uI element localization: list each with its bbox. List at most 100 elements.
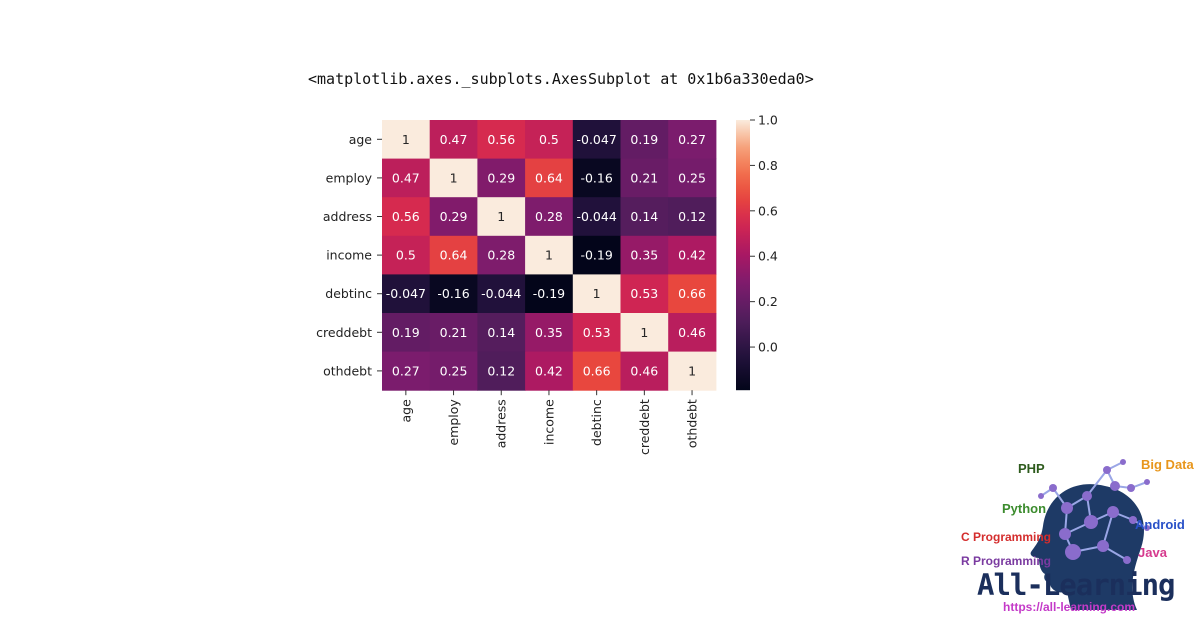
heatmap-cell-employ-address xyxy=(477,158,526,198)
heatmap-cell-label-othdebt-income: 0.42 xyxy=(535,363,563,378)
heatmap-cell-label-income-debtinc: -0.19 xyxy=(580,248,612,263)
heatmap-cell-label-debtinc-age: -0.047 xyxy=(386,286,426,301)
heatmap-cell-label-income-income: 1 xyxy=(545,248,553,263)
heatmap-cell-label-debtinc-debtinc: 1 xyxy=(593,286,601,301)
heatmap-cell-address-debtinc xyxy=(572,197,621,237)
logo-topic-php: PHP xyxy=(1018,461,1045,476)
heatmap-cell-address-othdebt xyxy=(668,197,717,237)
heatmap-cell-label-age-debtinc: -0.047 xyxy=(577,132,617,147)
logo-topic-big-data: Big Data xyxy=(1141,457,1194,472)
head-network-icon xyxy=(1030,459,1150,610)
heatmap-cell-creddebt-income xyxy=(525,313,574,353)
heatmap-cell-label-othdebt-debtinc: 0.66 xyxy=(583,363,611,378)
heatmap-cell-creddebt-othdebt xyxy=(668,313,717,353)
heatmap-cell-debtinc-age xyxy=(382,274,431,314)
heatmap-cell-label-creddebt-debtinc: 0.53 xyxy=(583,325,611,340)
heatmap-cell-label-income-othdebt: 0.42 xyxy=(678,248,706,263)
heatmap-cell-creddebt-creddebt xyxy=(620,313,669,353)
heatmap-cell-label-address-employ: 0.29 xyxy=(440,209,468,224)
heatmap-cell-label-othdebt-address: 0.12 xyxy=(487,363,515,378)
heatmap-cell-label-address-othdebt: 0.12 xyxy=(678,209,706,224)
heatmap-cell-label-address-income: 0.28 xyxy=(535,209,563,224)
heatmap-cell-label-othdebt-employ: 0.25 xyxy=(440,363,468,378)
heatmap-cell-label-age-creddebt: 0.19 xyxy=(630,132,658,147)
colorbar-tick-label-5: 0.0 xyxy=(758,340,778,355)
heatmap-cell-creddebt-debtinc xyxy=(572,313,621,353)
heatmap-cell-othdebt-debtinc xyxy=(572,351,621,391)
heatmap-cell-label-age-othdebt: 0.27 xyxy=(678,132,706,147)
heatmap-cell-label-creddebt-income: 0.35 xyxy=(535,325,563,340)
heatmap-cell-income-debtinc xyxy=(572,235,621,275)
heatmap-cell-othdebt-creddebt xyxy=(620,351,669,391)
heatmap-cell-address-income xyxy=(525,197,574,237)
logo-topic-r-programming: R Programming xyxy=(961,554,1052,568)
heatmap-cell-label-age-age: 1 xyxy=(402,132,410,147)
logo-brand-name: All-Learning xyxy=(977,568,1176,602)
heatmap-cell-debtinc-income xyxy=(525,274,574,314)
heatmap-cell-employ-creddebt xyxy=(620,158,669,198)
output-repr-text: <matplotlib.axes._subplots.AxesSubplot a… xyxy=(308,70,814,88)
heatmap-cell-label-debtinc-address: -0.044 xyxy=(481,286,521,301)
x-tick-label-income: income xyxy=(541,399,556,445)
colorbar-tick-label-1: 0.8 xyxy=(758,158,778,173)
x-tick-label-othdebt: othdebt xyxy=(685,399,700,448)
heatmap-cell-label-debtinc-creddebt: 0.53 xyxy=(630,286,658,301)
heatmap-cell-label-othdebt-othdebt: 1 xyxy=(688,363,696,378)
heatmap-cell-address-creddebt xyxy=(620,197,669,237)
heatmap-cell-debtinc-debtinc xyxy=(572,274,621,314)
heatmap-cell-income-address xyxy=(477,235,526,275)
colorbar-tick-label-2: 0.6 xyxy=(758,203,778,218)
y-tick-label-employ: employ xyxy=(326,170,373,185)
heatmap-cell-label-income-creddebt: 0.35 xyxy=(630,248,658,263)
heatmap-cell-label-creddebt-address: 0.14 xyxy=(487,325,515,340)
heatmap-cell-employ-othdebt xyxy=(668,158,717,198)
heatmap-cell-label-othdebt-age: 0.27 xyxy=(392,363,420,378)
heatmap-cell-label-employ-debtinc: -0.16 xyxy=(580,170,612,185)
heatmap-cell-label-income-employ: 0.64 xyxy=(440,248,468,263)
heatmap-cell-age-income xyxy=(525,120,574,160)
heatmap-cell-age-creddebt xyxy=(620,120,669,160)
heatmap-cell-label-debtinc-income: -0.19 xyxy=(533,286,565,301)
y-tick-label-income: income xyxy=(326,248,372,263)
heatmap-cell-label-creddebt-othdebt: 0.46 xyxy=(678,325,706,340)
heatmap-cell-othdebt-othdebt xyxy=(668,351,717,391)
y-tick-label-debtinc: debtinc xyxy=(325,286,372,301)
heatmap-cell-employ-employ xyxy=(429,158,478,198)
heatmap-cell-debtinc-address xyxy=(477,274,526,314)
heatmap-cell-label-employ-age: 0.47 xyxy=(392,170,420,185)
heatmap-cell-label-address-debtinc: -0.044 xyxy=(577,209,617,224)
heatmap-cell-address-employ xyxy=(429,197,478,237)
all-learning-logo: PHP Big Data Python Android C Programmin… xyxy=(955,448,1195,620)
heatmap-cell-label-age-address: 0.56 xyxy=(487,132,515,147)
y-tick-label-address: address xyxy=(323,209,372,224)
heatmap-cell-label-age-employ: 0.47 xyxy=(440,132,468,147)
heatmap-cell-label-creddebt-age: 0.19 xyxy=(392,325,420,340)
heatmap-cell-age-address xyxy=(477,120,526,160)
logo-topic-c-programming: C Programming xyxy=(961,530,1052,544)
heatmap-cell-income-creddebt xyxy=(620,235,669,275)
heatmap-cell-label-address-age: 0.56 xyxy=(392,209,420,224)
logo-topic-java: Java xyxy=(1138,545,1167,560)
heatmap-cell-creddebt-employ xyxy=(429,313,478,353)
colorbar-tick-label-3: 0.4 xyxy=(758,249,778,264)
x-tick-label-creddebt: creddebt xyxy=(637,399,652,455)
y-tick-label-othdebt: othdebt xyxy=(323,363,372,378)
heatmap-cell-creddebt-address xyxy=(477,313,526,353)
heatmap-cell-label-employ-othdebt: 0.25 xyxy=(678,170,706,185)
logo-topic-android: Android xyxy=(1135,517,1185,532)
colorbar-tick-label-4: 0.2 xyxy=(758,294,778,309)
x-tick-label-employ: employ xyxy=(446,399,461,446)
colorbar xyxy=(736,120,750,391)
heatmap-cell-income-employ xyxy=(429,235,478,275)
y-tick-label-age: age xyxy=(349,132,373,147)
heatmap-cell-label-employ-income: 0.64 xyxy=(535,170,563,185)
heatmap-cell-debtinc-creddebt xyxy=(620,274,669,314)
x-tick-label-age: age xyxy=(398,399,413,423)
heatmap-cell-address-address xyxy=(477,197,526,237)
colorbar-tick-label-0: 1.0 xyxy=(758,113,778,128)
heatmap-cell-employ-age xyxy=(382,158,431,198)
heatmap-cell-employ-income xyxy=(525,158,574,198)
heatmap-cell-address-age xyxy=(382,197,431,237)
heatmap-cell-label-address-address: 1 xyxy=(497,209,505,224)
